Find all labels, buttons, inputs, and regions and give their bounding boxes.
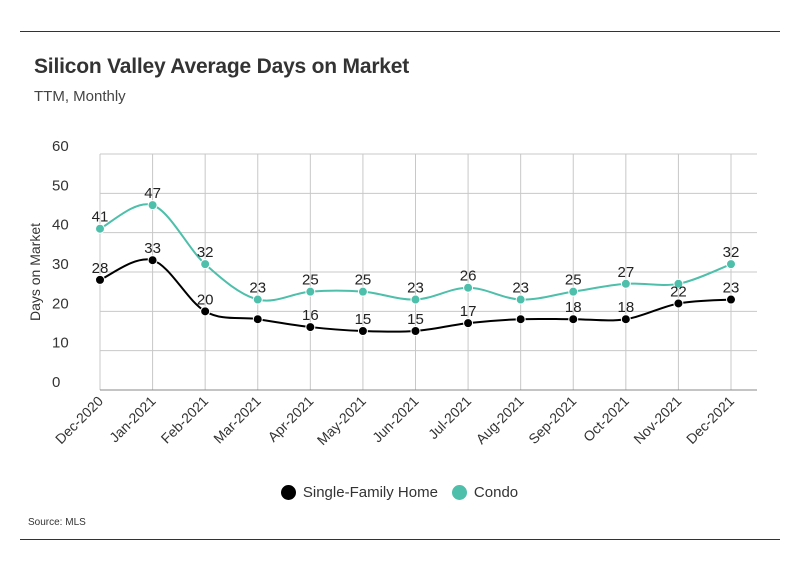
data-point-single-family xyxy=(147,255,158,266)
data-label-condo: 23 xyxy=(249,280,266,297)
data-label-condo: 47 xyxy=(144,185,161,202)
x-tick-label: Dec-2020 xyxy=(52,393,106,447)
data-point-single-family xyxy=(305,322,316,333)
data-label-single-family: 18 xyxy=(565,299,582,316)
chart-subtitle: TTM, Monthly xyxy=(34,88,126,105)
chart-title: Silicon Valley Average Days on Market xyxy=(34,55,410,78)
data-label-single-family: 15 xyxy=(407,311,424,328)
y-tick-label: 20 xyxy=(52,295,69,312)
data-label-condo: 27 xyxy=(617,264,634,281)
data-point-condo xyxy=(357,286,368,297)
data-label-condo: 25 xyxy=(355,272,372,289)
data-label-single-family: 33 xyxy=(144,240,161,257)
data-point-single-family xyxy=(410,326,421,336)
data-point-condo xyxy=(515,294,526,305)
x-tick-label: Aug-2021 xyxy=(473,393,527,447)
data-point-condo xyxy=(726,259,736,270)
y-tick-label: 30 xyxy=(52,256,69,273)
data-label-single-family: 23 xyxy=(723,280,740,297)
data-point-single-family xyxy=(515,314,526,325)
data-point-single-family xyxy=(95,274,105,285)
data-label-condo: 25 xyxy=(565,272,582,289)
data-point-condo xyxy=(252,294,263,305)
top-rule xyxy=(20,31,780,32)
data-point-condo xyxy=(305,286,316,297)
data-point-single-family xyxy=(357,326,368,336)
x-tick-label: Jan-2021 xyxy=(106,393,159,446)
y-axis-label: Days on Market xyxy=(27,223,43,321)
data-label-single-family: 22 xyxy=(670,283,687,300)
data-point-single-family xyxy=(726,294,736,305)
y-tick-label: 40 xyxy=(52,217,69,234)
legend-label-condo: Condo xyxy=(473,484,519,501)
x-tick-label: Nov-2021 xyxy=(630,393,684,447)
legend-item-condo: Condo xyxy=(451,484,519,501)
data-label-condo: 23 xyxy=(407,280,424,297)
data-point-single-family xyxy=(252,314,263,325)
legend-swatch-condo xyxy=(451,485,467,500)
data-label-condo: 41 xyxy=(92,209,109,226)
x-tick-label: Jul-2021 xyxy=(425,393,474,442)
data-label-condo: 26 xyxy=(460,268,477,285)
data-label-condo: 23 xyxy=(512,280,529,297)
chart-legend: Single-Family Home Condo xyxy=(0,484,799,501)
data-label-condo: 32 xyxy=(197,244,214,261)
data-label-condo: 32 xyxy=(723,244,740,261)
data-point-condo xyxy=(463,282,474,293)
data-label-condo: 25 xyxy=(302,272,319,289)
data-point-single-family xyxy=(673,298,684,309)
x-tick-label: Apr-2021 xyxy=(264,393,316,445)
y-tick-label: 10 xyxy=(52,335,69,352)
legend-item-single-family: Single-Family Home xyxy=(280,484,438,501)
data-point-condo xyxy=(568,286,579,297)
data-point-single-family xyxy=(568,314,579,325)
x-tick-label: Mar-2021 xyxy=(210,393,264,447)
y-tick-label: 0 xyxy=(52,374,60,391)
x-tick-label: Dec-2021 xyxy=(683,393,737,447)
x-tick-label: May-2021 xyxy=(314,393,369,448)
data-label-single-family: 16 xyxy=(302,307,319,324)
data-point-condo xyxy=(200,259,211,270)
data-label-single-family: 28 xyxy=(92,260,109,277)
data-point-single-family xyxy=(620,314,631,325)
data-label-single-family: 17 xyxy=(460,303,477,320)
legend-swatch-single-family xyxy=(280,485,296,500)
data-label-single-family: 15 xyxy=(355,311,372,328)
data-point-condo xyxy=(673,278,684,289)
legend-label-single-family: Single-Family Home xyxy=(302,484,438,501)
bottom-rule xyxy=(20,539,780,540)
data-label-single-family: 18 xyxy=(617,299,634,316)
data-point-condo xyxy=(95,223,105,234)
x-tick-label: Oct-2021 xyxy=(580,393,632,445)
data-point-condo xyxy=(147,200,158,211)
data-point-single-family xyxy=(463,318,474,329)
x-tick-label: Sep-2021 xyxy=(525,393,579,447)
data-point-condo xyxy=(410,294,421,305)
x-tick-label: Feb-2021 xyxy=(158,393,212,447)
y-tick-label: 60 xyxy=(52,138,69,155)
data-point-condo xyxy=(620,278,631,289)
x-tick-label: Jun-2021 xyxy=(369,393,422,446)
source-note: Source: MLS xyxy=(28,517,86,528)
data-point-single-family xyxy=(200,306,211,317)
y-tick-label: 50 xyxy=(52,177,69,194)
data-label-single-family: 20 xyxy=(197,291,214,308)
